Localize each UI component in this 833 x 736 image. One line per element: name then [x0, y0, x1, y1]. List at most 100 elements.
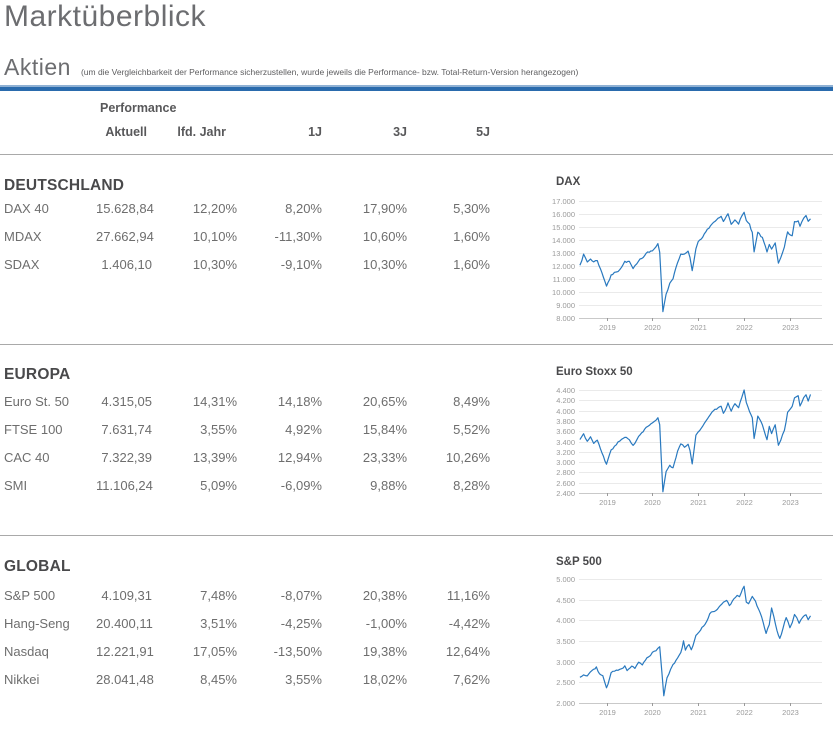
- value-aktuell: 4.315,05: [101, 394, 152, 409]
- value-lfd-jahr: 3,51%: [200, 616, 237, 631]
- aktien-label: Aktien: [4, 54, 71, 80]
- value-1j: 3,55%: [285, 672, 322, 687]
- section-separator-1: [0, 344, 833, 345]
- svg-text:2.600: 2.600: [556, 479, 575, 488]
- value-aktuell: 15.628,84: [96, 201, 154, 216]
- page-title: Marktüberblick: [4, 0, 207, 33]
- svg-text:2022: 2022: [736, 323, 753, 332]
- value-aktuell: 27.662,94: [96, 229, 154, 244]
- value-1j: 12,94%: [277, 450, 322, 465]
- value-3j: 20,65%: [362, 394, 407, 409]
- table-global: S&P 500 4.109,31 7,48% -8,07% 20,38% 11,…: [4, 582, 490, 694]
- table-row: SDAX 1.406,10 10,30% -9,10% 10,30% 1,60%: [4, 251, 490, 279]
- index-name: Nikkei: [4, 672, 40, 687]
- value-1j: 14,18%: [277, 394, 322, 409]
- value-5j: 5,30%: [453, 201, 490, 216]
- table-row: DAX 40 15.628,84 12,20% 8,20% 17,90% 5,3…: [4, 195, 490, 223]
- table-row: MDAX 27.662,94 10,10% -11,30% 10,60% 1,6…: [4, 223, 490, 251]
- value-3j: 10,60%: [362, 229, 407, 244]
- value-lfd-jahr: 10,10%: [192, 229, 237, 244]
- index-name: Euro St. 50: [4, 394, 70, 409]
- table-row: Euro St. 50 4.315,05 14,31% 14,18% 20,65…: [4, 388, 490, 416]
- chart-title-dax: DAX: [556, 176, 581, 188]
- svg-text:2021: 2021: [690, 708, 707, 717]
- svg-text:4.000: 4.000: [556, 407, 575, 416]
- value-3j: 20,38%: [362, 588, 407, 603]
- value-aktuell: 20.400,11: [96, 616, 153, 631]
- table-row: Nasdaq 12.221,91 17,05% -13,50% 19,38% 1…: [4, 638, 490, 666]
- col-3j: 3J: [393, 125, 407, 139]
- value-1j: -9,10%: [280, 257, 322, 272]
- value-lfd-jahr: 13,39%: [192, 450, 237, 465]
- svg-text:3.000: 3.000: [556, 458, 575, 467]
- value-aktuell: 12.221,91: [96, 644, 154, 659]
- svg-text:2.500: 2.500: [556, 678, 575, 687]
- index-name: CAC 40: [4, 450, 50, 465]
- svg-text:4.000: 4.000: [556, 616, 575, 625]
- chart-title-euro-stoxx: Euro Stoxx 50: [556, 366, 633, 378]
- value-5j: 5,52%: [453, 422, 490, 437]
- svg-text:2023: 2023: [782, 498, 799, 507]
- chart-euro-stoxx-50: Euro Stoxx 50 2.400 2.600 2.800 3.000 3.200 3…: [545, 366, 833, 512]
- table-column-header: Performance Aktuell lfd. Jahr 1J 3J 5J: [0, 101, 490, 139]
- svg-text:16.000: 16.000: [552, 210, 575, 219]
- svg-text:2023: 2023: [782, 708, 799, 717]
- svg-text:12.000: 12.000: [552, 262, 575, 271]
- value-1j: -13,50%: [273, 644, 322, 659]
- svg-text:2021: 2021: [690, 498, 707, 507]
- svg-text:2019: 2019: [599, 498, 616, 507]
- value-1j: 4,92%: [285, 422, 322, 437]
- svg-text:2.400: 2.400: [556, 489, 575, 498]
- svg-text:3.600: 3.600: [556, 427, 575, 436]
- accent-divider: [0, 85, 833, 91]
- svg-text:4.400: 4.400: [556, 386, 575, 395]
- dax-chart-svg: 8.000 9.000 10.000 11.000 12.000 13.000 14.000…: [552, 197, 822, 332]
- svg-text:4.500: 4.500: [556, 596, 575, 605]
- col-lfd-jahr: lfd. Jahr: [177, 125, 226, 139]
- value-lfd-jahr: 8,45%: [200, 672, 237, 687]
- svg-text:4.200: 4.200: [556, 396, 575, 405]
- value-5j: 7,62%: [453, 672, 490, 687]
- svg-text:3.000: 3.000: [556, 658, 575, 667]
- svg-text:2020: 2020: [644, 323, 661, 332]
- value-1j: -8,07%: [280, 588, 322, 603]
- sp500-chart-svg: 2.000 2.500 3.000 3.500 4.000 4.500 5.000 2019 2…: [556, 575, 822, 717]
- value-lfd-jahr: 10,30%: [192, 257, 237, 272]
- value-lfd-jahr: 14,31%: [192, 394, 237, 409]
- value-3j: 18,02%: [362, 672, 407, 687]
- index-name: FTSE 100: [4, 422, 63, 437]
- value-5j: 10,26%: [445, 450, 490, 465]
- value-3j: 23,33%: [362, 450, 407, 465]
- table-row: Hang-Seng 20.400,11 3,51% -4,25% -1,00% …: [4, 610, 490, 638]
- value-5j: 12,64%: [445, 644, 490, 659]
- value-1j: -4,25%: [280, 616, 322, 631]
- table-row: CAC 40 7.322,39 13,39% 12,94% 23,33% 10,…: [4, 444, 490, 472]
- index-name: SMI: [4, 478, 28, 493]
- svg-text:2021: 2021: [690, 323, 707, 332]
- col-1j: 1J: [308, 125, 322, 139]
- svg-text:2019: 2019: [599, 708, 616, 717]
- col-5j: 5J: [476, 125, 490, 139]
- section-title-deutschland: DEUTSCHLAND: [4, 177, 125, 194]
- svg-text:10.000: 10.000: [552, 288, 575, 297]
- section-separator-2: [0, 535, 833, 536]
- svg-text:2020: 2020: [644, 708, 661, 717]
- value-aktuell: 11.106,24: [96, 478, 153, 493]
- chart-title-sp500: S&P 500: [556, 556, 602, 568]
- value-aktuell: 7.322,39: [101, 450, 152, 465]
- value-3j: 9,88%: [370, 478, 407, 493]
- svg-text:17.000: 17.000: [552, 197, 575, 206]
- svg-text:2023: 2023: [782, 323, 799, 332]
- value-5j: 11,16%: [446, 588, 490, 603]
- table-row: S&P 500 4.109,31 7,48% -8,07% 20,38% 11,…: [4, 582, 490, 610]
- table-europa: Euro St. 50 4.315,05 14,31% 14,18% 20,65…: [4, 388, 490, 500]
- value-5j: -4,42%: [448, 616, 490, 631]
- value-lfd-jahr: 3,55%: [200, 422, 237, 437]
- value-3j: 19,38%: [362, 644, 407, 659]
- table-row: Nikkei 28.041,48 8,45% 3,55% 18,02% 7,62…: [4, 666, 490, 694]
- svg-text:11.000: 11.000: [553, 275, 575, 284]
- column-labels-row: Aktuell lfd. Jahr 1J 3J 5J: [0, 125, 490, 139]
- value-1j: -6,09%: [280, 478, 322, 493]
